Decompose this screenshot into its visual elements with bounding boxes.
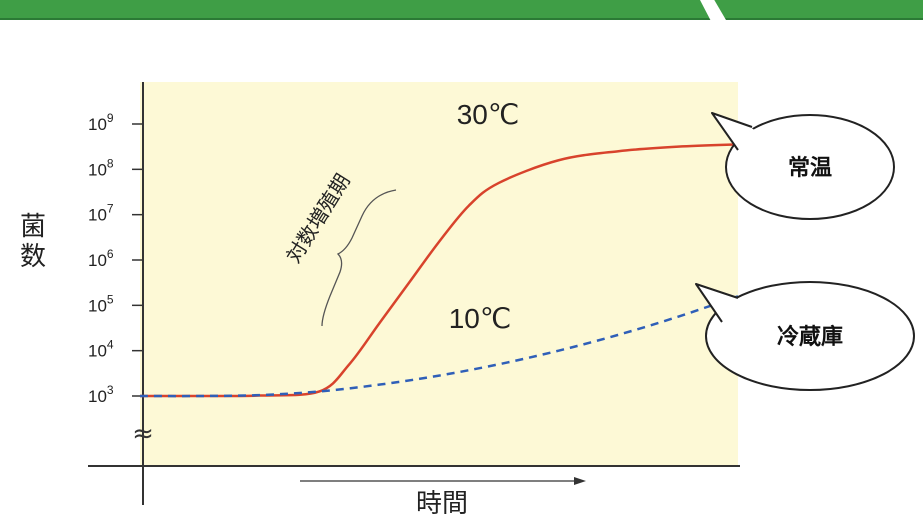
series-line-0 [139,143,739,398]
series-label-0: 30℃ [457,99,520,130]
y-tick-label-6: 106 [88,247,114,270]
plot-background [140,82,738,466]
y-tick-label-8: 108 [88,156,114,179]
y-axis-label: 菌数 [19,212,46,272]
callout-ellipse-1 [705,281,915,391]
callout-bubble-1: 冷蔵庫 [695,281,915,391]
header-bar [0,0,760,20]
callout-seam-0 [737,127,755,150]
y-tick-label-4: 104 [88,338,114,361]
callout-label-1: 冷蔵庫 [777,324,843,350]
callout-bubble-0: 常温 [711,112,895,220]
callout-label-0: 常温 [788,155,832,181]
callout-ellipse-0 [725,114,895,220]
y-tick-label-7: 107 [88,202,114,225]
callout-seam-1 [721,298,741,322]
axis-break-symbol: ≈ [132,419,154,449]
y-tick-label-5: 105 [88,292,114,315]
y-tick-label-3: 103 [88,383,114,406]
series-label-1: 10℃ [449,303,512,334]
x-axis-arrow-head [574,477,586,485]
header-tab [705,0,923,20]
series-line-1 [139,295,739,398]
y-tick-label-9: 109 [88,111,114,134]
annotation-brace [321,189,397,327]
x-axis-label: 時間 [416,489,468,519]
